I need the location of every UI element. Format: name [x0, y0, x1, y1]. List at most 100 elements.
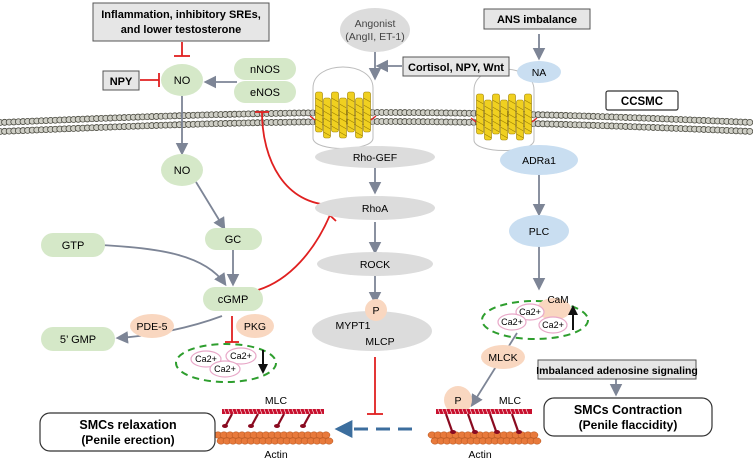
- cam-label: CaM: [547, 295, 568, 306]
- rhoa-node: [315, 196, 435, 220]
- npy-label: NPY: [110, 76, 133, 88]
- cgmp-label: cGMP: [218, 294, 249, 306]
- npy-box: [102, 70, 140, 91]
- receptor-helix: [315, 91, 323, 133]
- mlck-node: [481, 345, 525, 369]
- cortisol-label: Cortisol, NPY, Wnt: [408, 62, 504, 74]
- actin-label-left: Actin: [264, 449, 288, 460]
- receptor-icon: [309, 66, 377, 149]
- phosphate-mlcp-label: P: [372, 305, 379, 317]
- gtp-node: [41, 233, 105, 257]
- mlck-label: MLCK: [488, 352, 517, 364]
- inhibit-rhoa-enos: [261, 111, 334, 206]
- receptor-helix: [476, 93, 484, 135]
- receptor-helix: [524, 93, 532, 135]
- no-node-1: [161, 64, 203, 96]
- plc-node: [509, 215, 569, 247]
- myosin-head: [303, 413, 311, 426]
- cell-membrane: [0, 109, 753, 135]
- gc-label: GC: [225, 234, 242, 246]
- contraction-subtitle: (Penile flaccidity): [579, 418, 678, 432]
- mypt1-label: MYPT1: [335, 320, 370, 332]
- relaxation-title: SMCs relaxation: [79, 418, 176, 432]
- inflammation-box: [92, 2, 270, 42]
- contraction-box: [543, 397, 713, 437]
- cgmp-node: [203, 287, 263, 311]
- receptor-helix: [331, 91, 339, 133]
- agonist-label: Angonist: [355, 18, 396, 30]
- pde5-node: [130, 314, 174, 338]
- rock-label: ROCK: [360, 259, 390, 271]
- receptor-helix: [363, 91, 371, 133]
- phosphate-mlc: [444, 386, 472, 414]
- ca-label: Ca2+: [214, 364, 236, 374]
- ca-label: Ca2+: [230, 351, 252, 361]
- pde5-label: PDE-5: [137, 321, 168, 333]
- cam-node: [537, 298, 571, 320]
- na-node: [517, 61, 561, 83]
- receptor-helix: [339, 97, 347, 139]
- ca-label: Ca2+: [501, 317, 523, 327]
- membrane-bead: [746, 127, 753, 135]
- myosin-filament: [436, 409, 532, 414]
- contraction-title: SMCs Contraction: [574, 403, 682, 417]
- receptor-helix: [508, 93, 516, 135]
- agonist-sub-label: (AngII, ET-1): [345, 31, 405, 43]
- ca-label: Ca2+: [542, 320, 564, 330]
- receptor-helix: [484, 99, 492, 141]
- membrane-bead: [746, 118, 753, 126]
- adra1-label: ADRa1: [522, 155, 556, 167]
- na-label: NA: [532, 67, 547, 79]
- rhogef-node: [315, 146, 435, 168]
- inhibit-cgmp-rhoa: [257, 214, 331, 291]
- actin-bead: [324, 437, 334, 445]
- receptor-helix: [323, 97, 331, 139]
- myosin-head: [510, 413, 520, 432]
- actin-bead: [532, 437, 542, 445]
- receptor-helix: [516, 99, 524, 141]
- enos-label: eNOS: [250, 87, 280, 99]
- phosphate-mlcp: [365, 299, 387, 321]
- myosin-head: [225, 413, 233, 426]
- calcium-cluster-left: Ca2+ Ca2+ Ca2+: [175, 343, 277, 383]
- adra1-node: [500, 145, 578, 175]
- ccsmc-label: CCSMC: [621, 96, 663, 108]
- receptor-helix: [355, 97, 363, 139]
- myosin-head: [488, 413, 498, 432]
- pkg-label: PKG: [244, 321, 266, 333]
- relaxation-box: [39, 412, 216, 452]
- activation-arrows: [99, 34, 623, 408]
- plc-label: PLC: [529, 226, 550, 238]
- no-node-2: [161, 154, 203, 186]
- pkg-node: [236, 314, 274, 338]
- receptor-helix: [347, 91, 355, 133]
- inflammation-line-1: Inflammation, inhibitory SREs,: [101, 9, 261, 21]
- gmp-label: 5’ GMP: [60, 334, 96, 346]
- no-label-2: NO: [174, 165, 191, 177]
- adenosine-box: [537, 359, 697, 380]
- mlcp-label: MLCP: [365, 336, 394, 348]
- rhogef-label: Rho-GEF: [353, 152, 397, 164]
- receptor-icon: [470, 68, 538, 151]
- actomyosin-filament-relaxed: [213, 408, 334, 445]
- no-label-1: NO: [174, 75, 191, 87]
- mlcp-node: [312, 311, 432, 351]
- ans-box: [483, 8, 591, 30]
- arrow-no-gc: [195, 181, 226, 231]
- actin-label-right: Actin: [468, 449, 492, 460]
- arrow-ca-mlck: [470, 332, 518, 408]
- agonist-node: [340, 8, 410, 52]
- nnos-node: [234, 58, 296, 80]
- ccsmc-box: [605, 90, 679, 111]
- no-synthesis-group: NO nNOS eNOS NO GC GTP cGMP 5’ GMP: [41, 58, 296, 351]
- mlc-label-right: MLC: [499, 395, 522, 407]
- receptor-helix: [492, 93, 500, 135]
- myosin-head: [444, 413, 454, 432]
- nnos-label: nNOS: [250, 64, 280, 76]
- mlc-label-left: MLC: [265, 395, 288, 407]
- gtp-label: GTP: [62, 240, 85, 252]
- gc-node: [205, 228, 262, 250]
- myosin-head: [277, 413, 285, 426]
